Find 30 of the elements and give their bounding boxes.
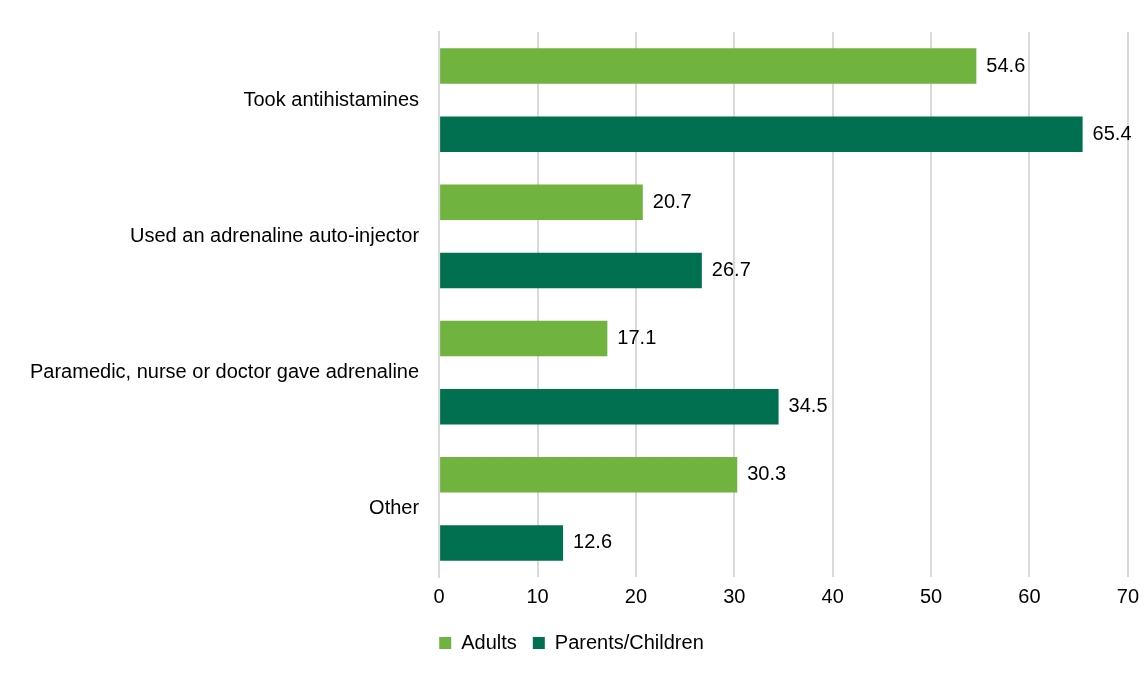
x-tick-label: 50 xyxy=(919,584,943,607)
data-label: 65.4 xyxy=(1092,121,1132,144)
bar xyxy=(440,457,738,493)
x-tick-label: 0 xyxy=(433,584,445,607)
y-tick-label: Took antihistamines xyxy=(243,87,420,110)
data-label: 26.7 xyxy=(711,257,751,280)
data-label: 17.1 xyxy=(617,326,657,349)
bar xyxy=(440,184,643,221)
bar xyxy=(440,48,977,84)
x-tick-label: 30 xyxy=(723,584,746,607)
x-tick-label: 20 xyxy=(624,584,648,607)
bar xyxy=(440,388,779,425)
y-tick-label: Paramedic, nurse or doctor gave adrenaline xyxy=(29,360,420,383)
bar xyxy=(440,116,1083,152)
data-label: 12.6 xyxy=(573,530,613,553)
bar xyxy=(440,525,564,561)
y-tick-label: Used an adrenaline auto-injector xyxy=(130,223,420,246)
data-label: 34.5 xyxy=(788,394,828,417)
data-label: 30.3 xyxy=(747,462,787,485)
y-tick-label: Other xyxy=(369,496,420,519)
x-tick-label: 60 xyxy=(1018,584,1041,607)
x-tick-label: 70 xyxy=(1116,584,1139,607)
bar xyxy=(440,252,702,289)
data-label: 54.6 xyxy=(986,53,1026,76)
data-label: 20.7 xyxy=(652,189,692,212)
x-tick-label: 40 xyxy=(821,584,844,607)
legend-label: Parents/Children xyxy=(554,630,704,653)
bar xyxy=(440,320,608,357)
legend-label: Adults xyxy=(461,630,517,653)
x-tick-label: 10 xyxy=(526,584,549,607)
